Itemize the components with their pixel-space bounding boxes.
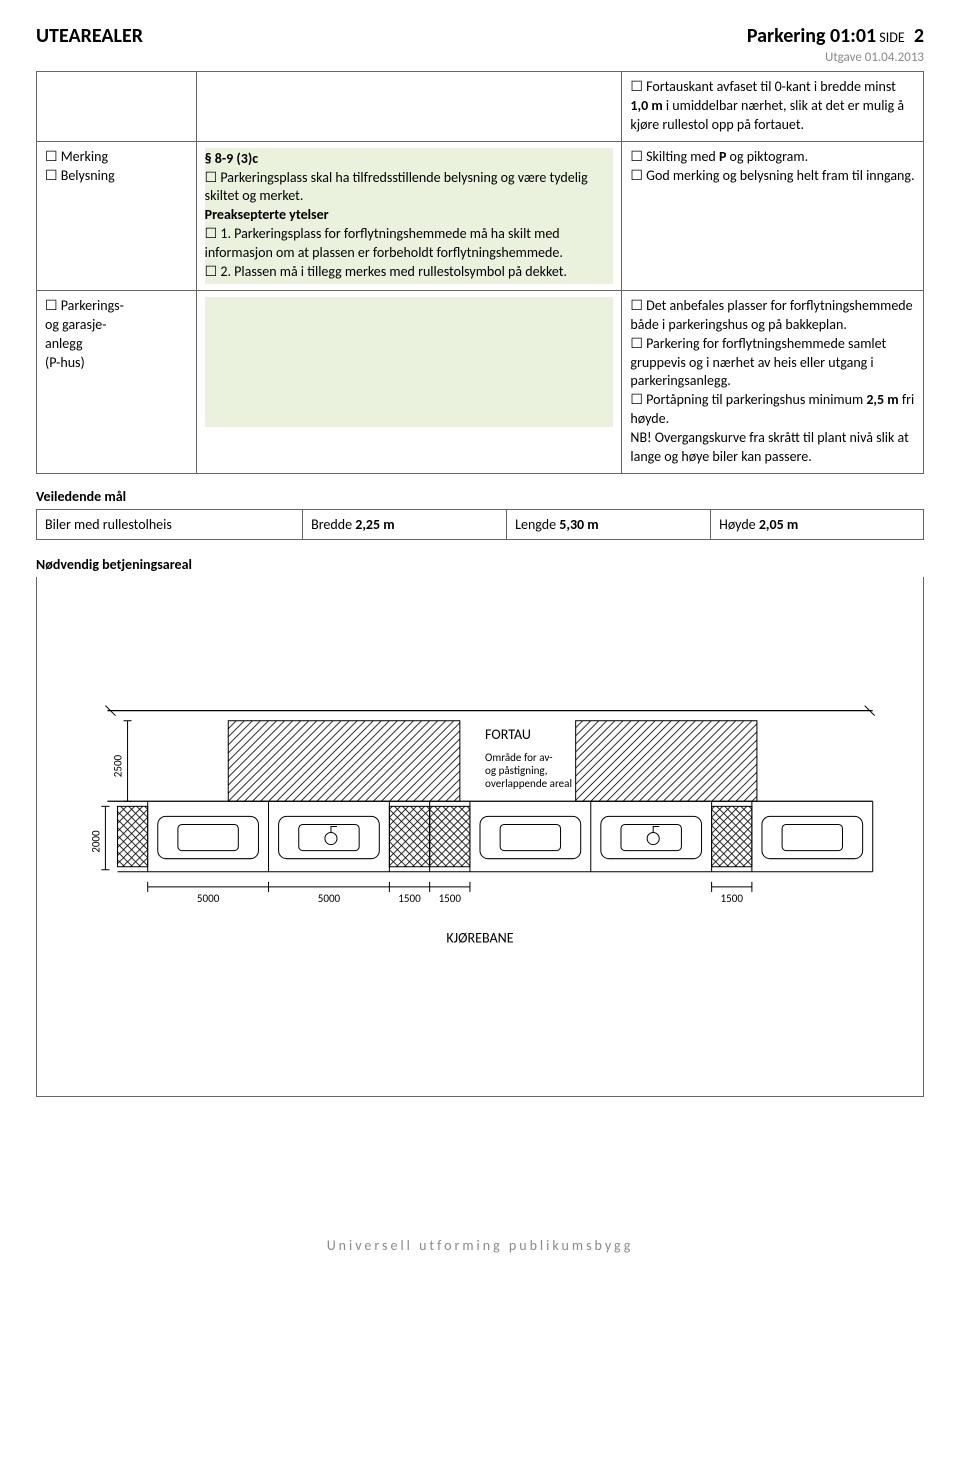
table-row: Biler med rullestolheis Bredde 2,25 m Le… <box>37 509 924 539</box>
header-edition: Utgave 01.04.2013 <box>36 50 924 65</box>
header-left: UTEAREALER <box>36 24 143 48</box>
svg-text:2000: 2000 <box>88 830 102 853</box>
text: ☐ God merking og belysning helt fram til… <box>630 167 915 186</box>
car-icon <box>279 816 380 858</box>
text: ☐ Belysning <box>45 167 188 186</box>
header-title: Parkering 01:01 <box>747 24 876 48</box>
label-fortau: FORTAU <box>485 726 531 743</box>
cell-phus: ☐ Parkerings-og garasje-anlegg(P-hus) <box>37 290 197 473</box>
label-omrade2: og påstigning, <box>485 763 548 777</box>
text-section-ref: § 8-9 (3)c <box>205 150 614 169</box>
table-row: ☐ Merking ☐ Belysning § 8-9 (3)c ☐ Parke… <box>37 141 924 290</box>
label-omrade3: overlappende areal <box>485 776 572 790</box>
car-icon <box>480 816 581 858</box>
text: ☐ Portåpning til parkeringshus minimum 2… <box>630 391 915 429</box>
text: ☐ Merking <box>45 148 188 167</box>
dim-label: 5000 <box>197 891 220 905</box>
dim-2500: 2500 <box>111 721 132 802</box>
svg-text:2500: 2500 <box>111 754 125 777</box>
cell-requirements: § 8-9 (3)c ☐ Parkeringsplass skal ha til… <box>196 141 622 290</box>
dim-label: 1500 <box>439 891 462 905</box>
text: ☐ Det anbefales plasser for forflytnings… <box>630 297 915 335</box>
cell-merking-belysning: ☐ Merking ☐ Belysning <box>37 141 197 290</box>
diagram-heading: Nødvendig betjeningsareal <box>36 556 924 573</box>
page-header: UTEAREALER Parkering 01:01 SIDE 2 <box>36 24 924 48</box>
text: ☐ Parkerings-og garasje-anlegg(P-hus) <box>45 297 188 373</box>
dim-label: 1500 <box>721 891 744 905</box>
dims-table: Biler med rullestolheis Bredde 2,25 m Le… <box>36 509 924 540</box>
cell-empty <box>196 72 622 142</box>
label-omrade1: Område for av- <box>485 750 553 764</box>
cell: Biler med rullestolheis <box>37 509 303 539</box>
dim-label: 1500 <box>398 891 421 905</box>
cell-phus-notes: ☐ Det anbefales plasser for forflytnings… <box>622 290 924 473</box>
page-footer: Universell utforming publikumsbygg <box>36 1237 924 1254</box>
header-right: Parkering 01:01 SIDE 2 <box>747 24 924 48</box>
header-side-label: SIDE <box>879 29 904 46</box>
parking-diagram: FORTAU Område for av- og påstigning, ove… <box>47 607 913 1056</box>
text: ☐ Fortauskant avfaset til 0-kant i bredd… <box>630 78 904 133</box>
highlight-empty <box>205 297 614 427</box>
cell-empty <box>37 72 197 142</box>
text: ☐ Parkering for forflytningshemmede saml… <box>630 335 915 392</box>
car-icon <box>158 816 259 858</box>
text: ☐ Parkeringsplass skal ha tilfredsstille… <box>205 169 614 207</box>
highlight-block: § 8-9 (3)c ☐ Parkeringsplass skal ha til… <box>205 148 614 284</box>
header-page-number: 2 <box>914 24 924 48</box>
dim-2000: 2000 <box>88 806 109 869</box>
text: ☐ 1. Parkeringsplass for forflytningshem… <box>205 225 614 263</box>
text: ☐ Skilting med P og piktogram. <box>630 148 915 167</box>
cell-empty-highlight <box>196 290 622 473</box>
text-preaksepterte-header: Preaksepterte ytelser <box>205 206 614 225</box>
dim-label: 5000 <box>318 891 341 905</box>
car-icon <box>601 816 702 858</box>
cell: Lengde 5,30 m <box>507 509 711 539</box>
cell: Høyde 2,05 m <box>711 509 924 539</box>
main-table: ☐ Fortauskant avfaset til 0-kant i bredd… <box>36 71 924 474</box>
diagram-area: FORTAU Område for av- og påstigning, ove… <box>36 577 924 1097</box>
car-icon <box>762 816 863 858</box>
label-kjorebane: KJØREBANE <box>446 929 513 946</box>
text: ☐ 2. Plassen må i tillegg merkes med rul… <box>205 263 614 282</box>
table-row: ☐ Parkerings-og garasje-anlegg(P-hus) ☐ … <box>37 290 924 473</box>
cell-fortau-note: ☐ Fortauskant avfaset til 0-kant i bredd… <box>622 72 924 142</box>
cell: Bredde 2,25 m <box>303 509 507 539</box>
text-nb: NB! Overgangskurve fra skrått til plant … <box>630 429 915 467</box>
dims-heading: Veiledende mål <box>36 488 924 505</box>
cell-notes: ☐ Skilting med P og piktogram. ☐ God mer… <box>622 141 924 290</box>
table-row: ☐ Fortauskant avfaset til 0-kant i bredd… <box>37 72 924 142</box>
